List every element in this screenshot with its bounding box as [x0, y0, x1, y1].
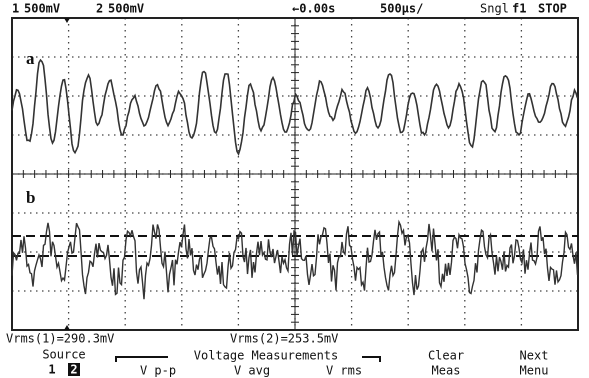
ch1-scale: 500mV — [24, 2, 60, 16]
softkey[interactable]: Meas — [432, 364, 461, 378]
softkey-option[interactable]: 2 — [70, 363, 77, 377]
softkey-label[interactable]: Source — [42, 348, 85, 362]
ch2: 2 — [96, 2, 103, 16]
softkey-group: Voltage Measurements — [194, 349, 339, 363]
trace-label: a — [26, 49, 35, 68]
trigger: f1 — [512, 2, 526, 16]
scope-screen: 1 500mV 2 500mV ←0.00s 500µs/ Sngl f1 ST… — [0, 0, 589, 378]
measurement: Vrms(1)=290.3mV — [6, 332, 114, 346]
delay: ←0.00s — [292, 2, 335, 16]
mode: Sngl — [480, 2, 509, 16]
softkey[interactable]: Clear — [428, 349, 464, 363]
state: STOP — [538, 2, 567, 16]
measurement: Vrms(2)=253.5mV — [230, 332, 338, 346]
trace-label: b — [26, 188, 35, 207]
softkey[interactable]: Menu — [520, 364, 549, 378]
softkey[interactable]: V rms — [326, 364, 362, 378]
softkey[interactable]: Next — [520, 349, 549, 363]
timebase: 500µs/ — [380, 2, 423, 16]
ch2-scale: 500mV — [108, 2, 144, 16]
ch1: 1 — [12, 2, 19, 16]
softkey-option[interactable]: 1 — [48, 363, 55, 377]
softkey[interactable]: V p-p — [140, 364, 176, 378]
softkey[interactable]: V avg — [234, 364, 270, 378]
